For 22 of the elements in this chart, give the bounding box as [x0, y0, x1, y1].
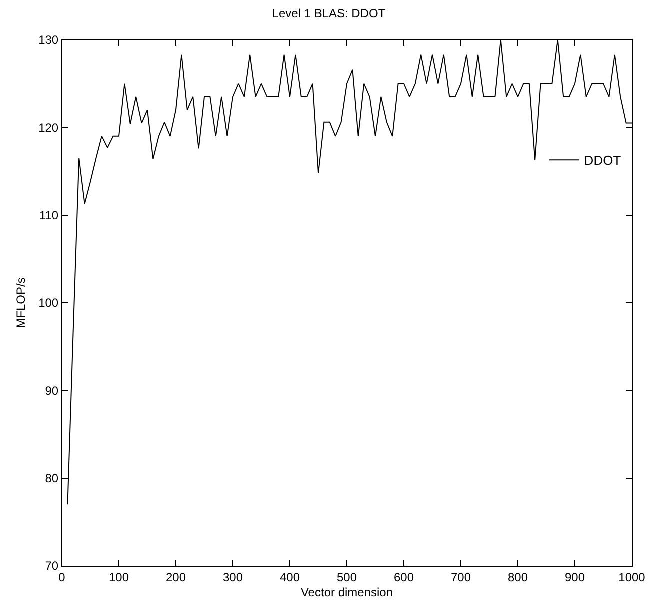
x-tick-label: 100 — [108, 570, 130, 584]
y-tick-label: 80 — [45, 472, 59, 486]
y-tick-label: 70 — [45, 559, 59, 574]
y-tick-label: 110 — [39, 208, 59, 223]
x-tick-label: 800 — [508, 570, 528, 584]
y-tick-label: 100 — [38, 296, 59, 310]
y-tick-label: 130 — [38, 33, 59, 48]
x-axis-title: Vector dimension — [300, 585, 394, 600]
x-tick-label: 200 — [166, 570, 186, 584]
x-tick-label: 0 — [58, 570, 66, 584]
x-tick-label: 700 — [450, 570, 472, 584]
x-tick-label: 300 — [222, 570, 244, 584]
x-tick-label: 900 — [564, 570, 586, 584]
chart-title: Level 1 BLAS: DDOT — [272, 6, 386, 21]
x-tick-label: 500 — [336, 570, 358, 584]
y-axis-title: MFLOP/s — [14, 278, 28, 328]
y-tick-label: 120 — [38, 120, 59, 135]
y-tick-label: 90 — [45, 384, 59, 398]
x-tick-label: 1000 — [618, 570, 646, 584]
legend-label: DDOT — [584, 153, 622, 168]
x-tick-label: 400 — [280, 570, 300, 584]
x-tick-label: 600 — [394, 570, 414, 584]
